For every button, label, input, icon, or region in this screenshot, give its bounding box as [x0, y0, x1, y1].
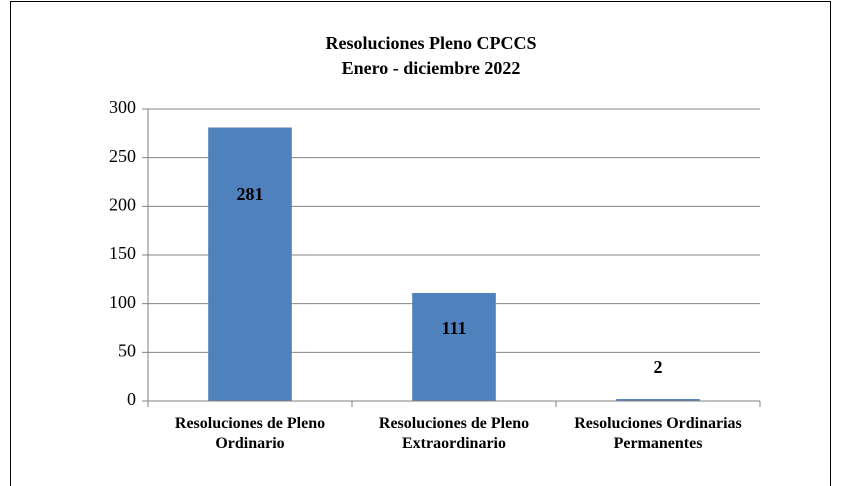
- y-tick-label: 0: [127, 389, 136, 409]
- chart-subtitle: Enero - diciembre 2022: [342, 58, 521, 78]
- data-label: 111: [441, 318, 466, 338]
- y-tick-label: 250: [109, 146, 136, 166]
- chart-title: Resoluciones Pleno CPCCS: [326, 33, 537, 53]
- data-label: 281: [237, 184, 264, 204]
- y-tick-label: 50: [118, 340, 136, 360]
- chart-border: [10, 1, 831, 486]
- y-tick-label: 100: [109, 292, 136, 312]
- bar: [208, 127, 292, 401]
- y-tick-label: 300: [109, 97, 136, 117]
- bar: [616, 399, 700, 401]
- y-tick-label: 150: [109, 243, 136, 263]
- data-label: 2: [654, 357, 663, 377]
- y-tick-label: 200: [109, 194, 136, 214]
- x-tick-label: Resoluciones de Pleno Ordinario: [174, 415, 326, 452]
- x-tick-label: Resoluciones Ordinarias Permanentes: [574, 415, 742, 452]
- x-tick-label: Resoluciones de Pleno Extraordinario: [378, 415, 530, 452]
- bar: [412, 292, 496, 401]
